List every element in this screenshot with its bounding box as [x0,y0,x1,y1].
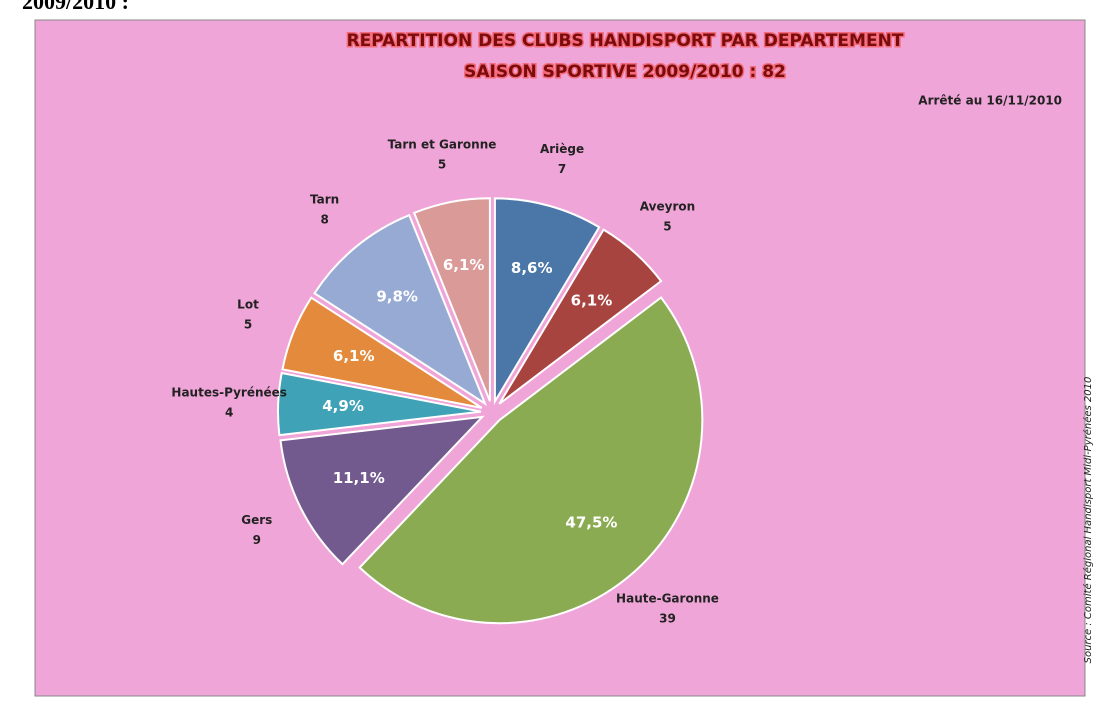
pie-slice [412,197,491,402]
category-label: Tarn et Garonne [388,137,497,151]
category-label: Haute-Garonne [616,591,719,605]
count-label: 5 [244,317,252,331]
count-label: 9 [253,533,261,547]
slice-percent-label: 6,1% [571,291,613,309]
slice-percent-label: 9,8% [376,288,418,306]
count-label: 5 [663,220,671,234]
pie-slice [493,197,601,406]
slice-percent-label: 47,5% [565,514,617,532]
category-label: Lot [237,297,259,311]
pie-slice [358,296,704,625]
slice-percent-label: 4,9% [322,397,364,415]
count-label: 7 [558,162,566,176]
slice-percent-label: 11,1% [333,469,385,487]
category-label: Tarn [310,193,339,207]
slice-percent-label: 6,1% [333,347,375,365]
source-note: Source : Comité Régional Handisport Midi… [1082,377,1094,664]
pie-slice [281,296,483,409]
slice-percent-label: 8,6% [511,259,553,277]
category-label: Ariège [540,142,584,156]
category-label: Hautes-Pyrénées [171,386,287,400]
slice-percent-label: 6,1% [443,256,485,274]
count-label: 4 [225,406,233,420]
pie-slice [313,213,488,407]
count-label: 8 [320,213,328,227]
pie-slice [277,371,482,437]
annotation: Arrêté au 16/11/2010 [918,94,1062,108]
chart-subtitle: SAISON SPORTIVE 2009/2010 : 82 [464,62,786,82]
category-label: Aveyron [640,200,695,214]
pie-slice [498,228,663,405]
count-label: 39 [659,611,676,625]
count-label: 5 [438,157,446,171]
chart-title: REPARTITION DES CLUBS HANDISPORT PAR DEP… [347,31,904,51]
page-heading: 2009/2010 : [22,0,129,14]
category-label: Gers [241,513,272,527]
pie-slice [279,415,485,566]
